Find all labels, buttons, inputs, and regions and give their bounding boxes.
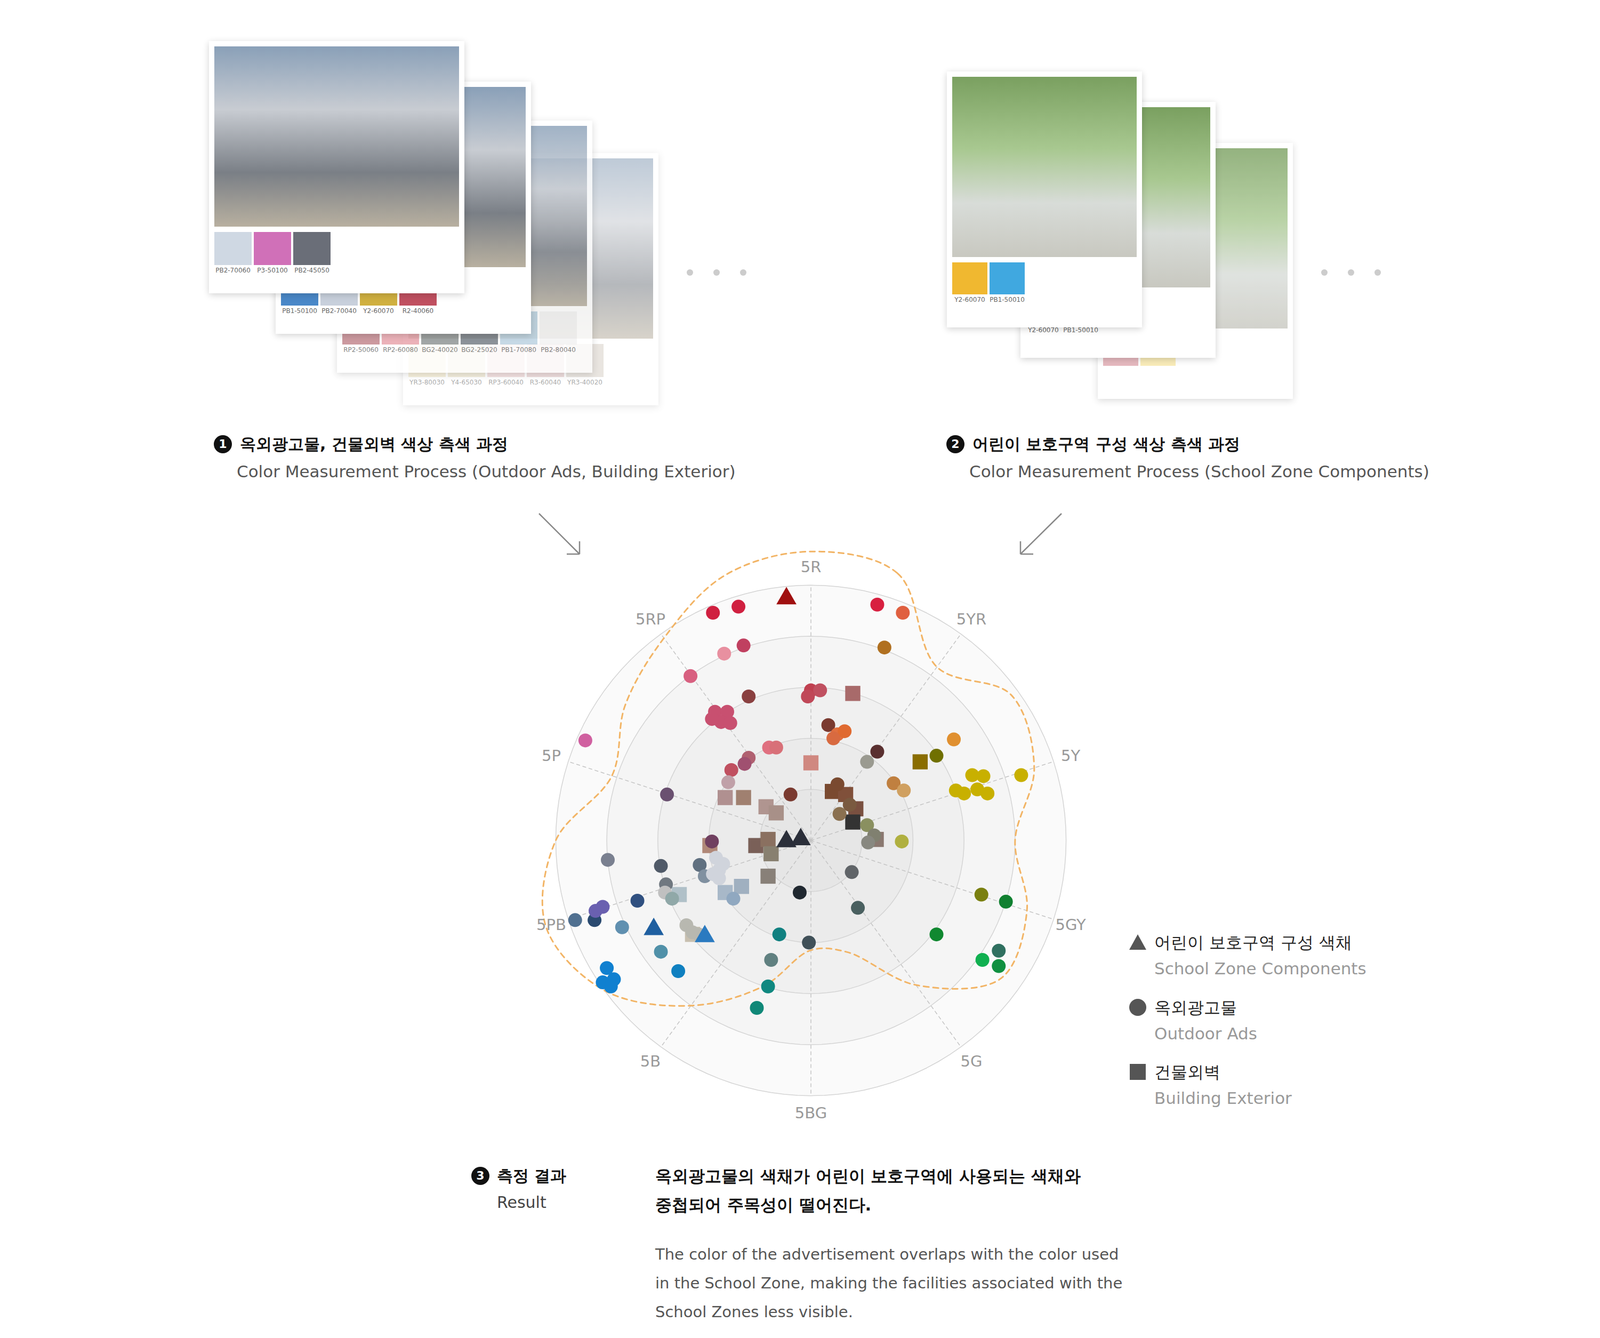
html-text:어린이 보호구역 구성 색상 측색 과정: 어린이 보호구역 구성 색상 측색 과정 [972,434,1241,454]
html-text:R2-40060: R2-40060 [402,307,434,315]
html-text:Result: Result [496,1192,547,1212]
html-text:Building Exterior: Building Exterior [1154,1088,1292,1108]
html-text:School Zone Components: School Zone Components [1154,958,1367,978]
svg-text:5PB: 5PB [536,915,567,934]
html-text:Color Measurement Process (Sch: Color Measurement Process (School Zone C… [969,461,1430,481]
html-text:PB2-70060: PB2-70060 [215,266,251,275]
html-text:RP3-60040: RP3-60040 [488,378,524,387]
svg-text:5RP: 5RP [635,609,666,629]
html-text:측정 결과: 측정 결과 [496,1166,567,1185]
html-text:Y2-60070: Y2-60070 [1028,326,1059,334]
svg-text:5YR: 5YR [956,609,987,629]
html-text:The color of the advertisement: The color of the advertisement overlaps … [655,1244,1123,1321]
html-text:R3-60040: R3-60040 [529,378,561,387]
html-text:PB1-70080: PB1-70080 [501,346,537,354]
html-text:3: 3 [476,1168,485,1183]
html-text:PB2-45050: PB2-45050 [294,266,330,275]
html-text:옥외광고물의 색채가 어린이 보호구역에 사용되는 색채와: 옥외광고물의 색채가 어린이 보호구역에 사용되는 색채와 중첩되어 주목성이 … [655,1166,1081,1214]
html-text:PB2-80040: PB2-80040 [540,346,576,354]
html-text:Outdoor Ads: Outdoor Ads [1154,1023,1258,1043]
html-text:PB2-70040: PB2-70040 [321,307,357,315]
html-text:Y2-60070: Y2-60070 [363,307,394,315]
svg-text:5Y: 5Y [1060,746,1081,765]
svg-text:5R: 5R [800,557,822,576]
svg-text:5G: 5G [960,1051,983,1071]
html-text:Y2-60070 PB1-50010: Y2-60070 PB1-50010 [954,295,1025,304]
html-text:Y4-65030: Y4-65030 [451,378,482,387]
html-text:YR3-80030: YR3-80030 [409,378,445,387]
html-text:BG2-25020: BG2-25020 [461,346,498,354]
svg-text:5GY: 5GY [1055,915,1086,934]
html-text:옥외광고물, 건물외벽 색상 측색 과정: 옥외광고물, 건물외벽 색상 측색 과정 [239,434,509,454]
html-text:Color Measurement Process (Out: Color Measurement Process (Outdoor Ads, … [236,461,736,481]
html-text:BG2-40020: BG2-40020 [421,346,458,354]
html-text:옥외광고물: 옥외광고물 [1154,997,1237,1017]
html-text:PB1-50100: PB1-50100 [282,307,318,315]
html-text:건물외벽: 건물외벽 [1154,1062,1221,1082]
html-text:1: 1 [218,437,227,451]
svg-text:5BG: 5BG [794,1103,827,1122]
html-text:P3-50100: P3-50100 [257,266,288,275]
html-text:YR3-40020: YR3-40020 [567,378,603,387]
html-text:2: 2 [951,437,960,451]
svg-text:5P: 5P [541,746,561,765]
html-text:PB1-50010: PB1-50010 [1063,326,1099,334]
html-text:RP2-60080: RP2-60080 [382,346,418,354]
html-text:어린이 보호구역 구성 색채: 어린이 보호구역 구성 색채 [1154,932,1352,952]
svg-text:5B: 5B [640,1051,661,1071]
html-text:RP2-50060: RP2-50060 [343,346,379,354]
